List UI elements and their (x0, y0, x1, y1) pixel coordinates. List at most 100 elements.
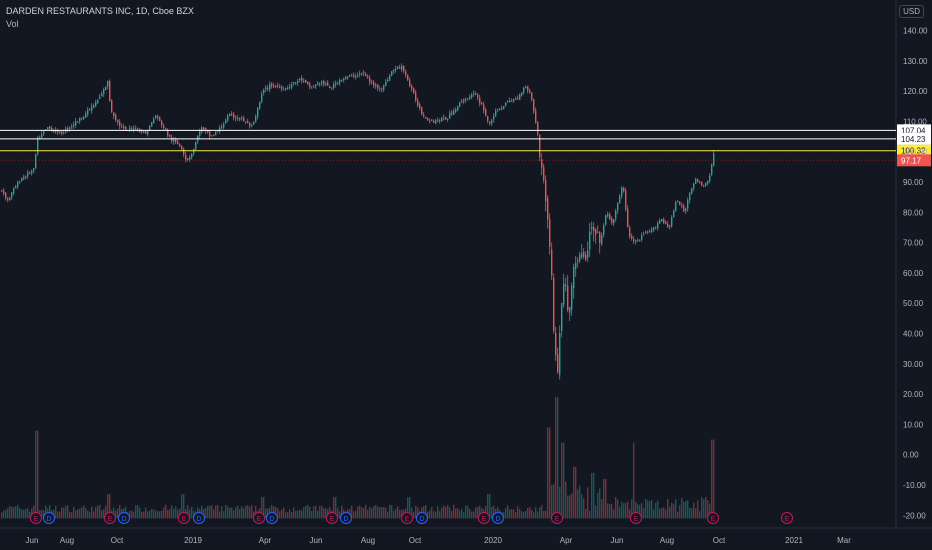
volume-bar (229, 507, 231, 519)
volume-bar (679, 505, 681, 519)
volume-bar (333, 497, 335, 519)
candle-body (659, 220, 661, 224)
candle-body (315, 84, 317, 87)
candle-body (225, 120, 227, 124)
volume-bar (389, 504, 391, 519)
volume-bar (477, 506, 479, 519)
time-axis[interactable]: Jun Aug Oct 2019 Apr Jun Aug Oct 2020 Apr Jun Aug Oc… (26, 536, 852, 545)
candle-body (467, 98, 469, 100)
candle-body (67, 128, 69, 130)
volume-bar (149, 510, 151, 519)
candle-body (59, 131, 61, 133)
price-label-97.17: 97.17 (901, 156, 922, 165)
candle-body (471, 94, 473, 98)
volume-bar (99, 505, 101, 519)
volume-bar (151, 509, 153, 519)
candle-body (607, 214, 609, 217)
volume-bar (261, 497, 263, 519)
candle-body (657, 223, 659, 228)
candle-body (601, 235, 603, 244)
price-label-bg (897, 132, 931, 145)
volume-bar (191, 506, 193, 519)
volume-bar (63, 507, 65, 519)
candle-body (347, 76, 349, 78)
candle-body (621, 187, 623, 197)
candle-body (417, 100, 419, 106)
candle-body (373, 82, 375, 86)
volume-bar (279, 511, 281, 519)
candle-body (3, 190, 5, 194)
candle-body (95, 102, 97, 107)
candle-body (91, 106, 93, 111)
volume-bar (415, 505, 417, 519)
candle-body (47, 127, 49, 130)
candle-body (39, 137, 41, 139)
candle-body (533, 99, 535, 112)
candle-body (321, 81, 323, 84)
candle-body (365, 74, 367, 77)
volume-bar (297, 510, 299, 519)
volume-bar (319, 506, 321, 519)
candle-body (535, 110, 537, 123)
candle-body (615, 210, 617, 219)
candle-body (289, 86, 291, 88)
volume-bar (455, 508, 457, 519)
candle-body (183, 149, 185, 155)
candle-body (105, 86, 107, 90)
volume-bar (175, 506, 177, 519)
candle-body (437, 120, 439, 122)
volume-bar (305, 506, 307, 519)
volume-bar (165, 504, 167, 519)
candle-body (291, 84, 293, 88)
volume-indicator-label[interactable]: Vol (6, 19, 19, 29)
volume-bar (95, 507, 97, 519)
volume-bar (239, 509, 241, 519)
price-tick-label: 50.00 (903, 299, 924, 308)
volume-bar (307, 504, 309, 519)
candle-body (109, 81, 111, 101)
volume-bar (9, 506, 11, 519)
volume-bar (695, 508, 697, 519)
candle-body (481, 102, 483, 105)
dividend-marker (118, 512, 130, 524)
candle-body (239, 118, 241, 120)
volume-bar (145, 507, 147, 519)
currency-badge[interactable]: USD (899, 5, 924, 18)
candle-body (249, 122, 251, 126)
volume-bar (699, 511, 701, 519)
volume-bar (171, 505, 173, 519)
candle-body (341, 79, 343, 81)
volume-bar (161, 510, 163, 519)
volume-bar (485, 505, 487, 519)
candle-body (569, 306, 571, 313)
candle-body (79, 117, 81, 122)
volume-bar (207, 506, 209, 519)
candle-body (159, 116, 161, 121)
volume-bar (659, 508, 661, 519)
volume-bar (381, 506, 383, 519)
volume-bar (473, 511, 475, 519)
candle-body (551, 249, 553, 276)
candle-body (187, 158, 189, 160)
candle-body (393, 69, 395, 72)
candle-body (475, 94, 477, 96)
volume-bar (117, 508, 119, 519)
candle-body (211, 135, 213, 137)
volume-bar (267, 508, 269, 519)
volume-bar (493, 505, 495, 519)
volume-bar (337, 507, 339, 519)
volume-bar (79, 508, 81, 519)
volume-bar (7, 508, 9, 519)
candle-body (443, 117, 445, 119)
volume-bar (357, 506, 359, 519)
candle-body (157, 116, 159, 118)
volume-bar (153, 509, 155, 519)
candle-body (647, 231, 649, 233)
price-axis[interactable]: 140.00 130.00 120.00 110.00 100.00 90.00 80.00… (903, 27, 928, 521)
symbol-title[interactable]: DARDEN RESTAURANTS INC, 1D, Cboe BZX (6, 6, 194, 16)
candle-body (107, 80, 109, 87)
candle-body (441, 118, 443, 122)
